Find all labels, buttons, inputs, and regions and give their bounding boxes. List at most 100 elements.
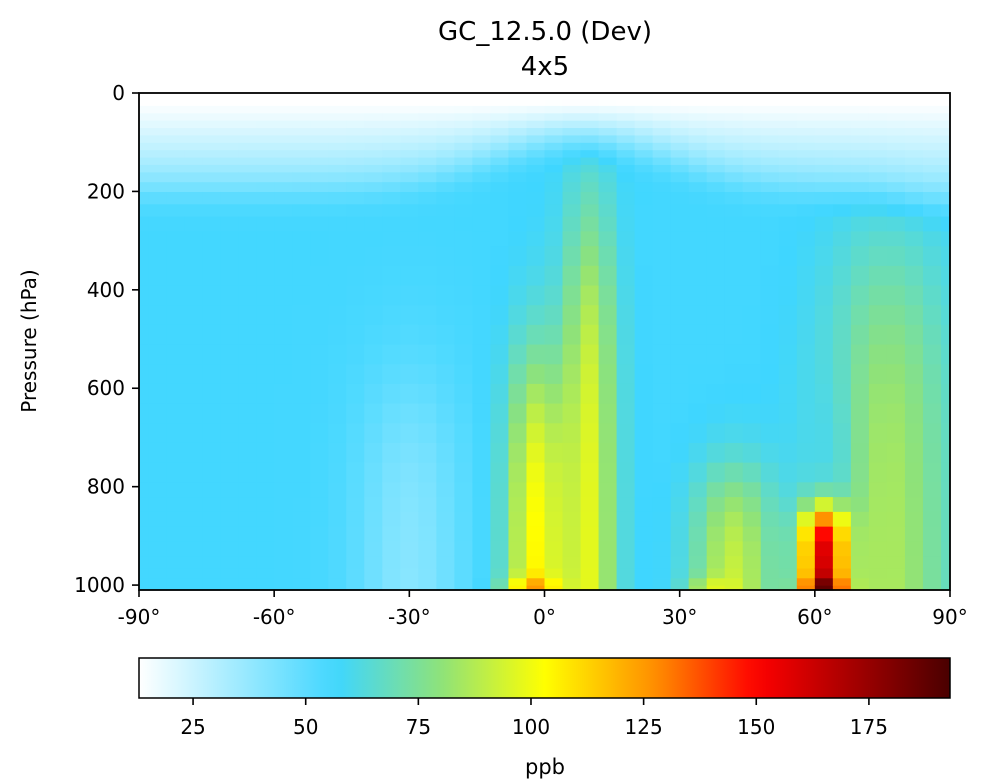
- heatmap-cell: [526, 98, 546, 106]
- heatmap-cell: [598, 164, 618, 173]
- heatmap-cell: [904, 120, 924, 129]
- heatmap-cell: [742, 191, 762, 205]
- heatmap-cell: [400, 191, 419, 205]
- heatmap-cell: [886, 230, 906, 247]
- heatmap-cell: [544, 112, 564, 121]
- heatmap-cell: [616, 422, 636, 443]
- heatmap-cell: [310, 149, 329, 158]
- heatmap-cell: [364, 105, 383, 114]
- heatmap-cell: [814, 164, 834, 173]
- heatmap-cell: [688, 324, 708, 345]
- heatmap-cell: [274, 462, 293, 483]
- heatmap-cell: [832, 98, 852, 106]
- heatmap-cell: [526, 230, 546, 247]
- heatmap-cell: [220, 203, 239, 217]
- heatmap-cell: [616, 181, 636, 193]
- heatmap-cell: [886, 98, 906, 106]
- heatmap-cell: [724, 142, 744, 151]
- heatmap-cell: [328, 481, 347, 498]
- heatmap-cell: [274, 442, 293, 463]
- heatmap-cell: [418, 142, 437, 151]
- heatmap-cell: [796, 164, 816, 173]
- heatmap-cell: [940, 442, 951, 463]
- heatmap-cell: [832, 304, 852, 325]
- heatmap-cell: [382, 511, 401, 527]
- heatmap-cell: [616, 230, 636, 247]
- heatmap-cell: [418, 324, 437, 345]
- heatmap-cell: [148, 127, 167, 136]
- heatmap-cell: [382, 142, 401, 151]
- heatmap-cell: [526, 134, 546, 143]
- heatmap-cell: [364, 585, 383, 591]
- heatmap-cell: [418, 149, 437, 158]
- heatmap-cell: [508, 567, 528, 579]
- heatmap-cell: [256, 93, 275, 100]
- heatmap-cell: [166, 120, 185, 129]
- heatmap-cell: [724, 134, 744, 143]
- heatmap-cell: [832, 191, 852, 205]
- heatmap-cell: [724, 245, 744, 266]
- heatmap-cell: [616, 216, 636, 232]
- heatmap-cell: [778, 105, 798, 114]
- heatmap-cell: [346, 526, 365, 542]
- heatmap-cell: [310, 442, 329, 463]
- heatmap-cell: [202, 265, 221, 286]
- heatmap-cell: [184, 98, 203, 106]
- heatmap-cell: [832, 120, 852, 129]
- heatmap-cell: [670, 112, 690, 121]
- heatmap-cell: [706, 555, 726, 569]
- heatmap-cell: [436, 164, 455, 173]
- heatmap-cell: [490, 142, 510, 151]
- heatmap-cell: [400, 93, 419, 100]
- heatmap-cell: [616, 171, 636, 183]
- heatmap-cell: [202, 181, 221, 193]
- heatmap-cell: [796, 304, 816, 325]
- heatmap-cell: [202, 526, 221, 542]
- heatmap-cell: [310, 164, 329, 173]
- heatmap-cell: [886, 383, 906, 404]
- heatmap-cell: [184, 191, 203, 205]
- heatmap-cell: [364, 156, 383, 165]
- heatmap-cell: [724, 511, 744, 527]
- heatmap-cell: [382, 164, 401, 173]
- heatmap-cell: [472, 245, 492, 266]
- heatmap-cell: [139, 142, 149, 151]
- heatmap-cell: [148, 511, 167, 527]
- heatmap-cell: [202, 462, 221, 483]
- heatmap-cell: [598, 555, 618, 569]
- heatmap-cell: [544, 156, 564, 165]
- heatmap-cell: [436, 98, 455, 106]
- heatmap-cell: [940, 481, 951, 498]
- heatmap-cell: [184, 540, 203, 557]
- heatmap-cell: [904, 149, 924, 158]
- heatmap-cell: [742, 245, 762, 266]
- heatmap-cell: [364, 230, 383, 247]
- heatmap-cell: [508, 540, 528, 557]
- heatmap-cell: [274, 324, 293, 345]
- heatmap-cell: [580, 526, 600, 542]
- heatmap-cell: [904, 181, 924, 193]
- heatmap-cell: [778, 481, 798, 498]
- heatmap-cell: [886, 156, 906, 165]
- heatmap-cell: [796, 171, 816, 183]
- heatmap-cell: [940, 567, 951, 579]
- heatmap-cell: [148, 577, 167, 586]
- heatmap-cell: [364, 112, 383, 121]
- heatmap-cell: [760, 98, 780, 106]
- heatmap-cell: [796, 577, 816, 586]
- heatmap-cell: [904, 511, 924, 527]
- heatmap-cell: [454, 127, 474, 136]
- heatmap-cell: [490, 403, 510, 424]
- heatmap-cell: [796, 567, 816, 579]
- heatmap-cell: [382, 156, 401, 165]
- heatmap-cell: [454, 156, 474, 165]
- heatmap-cell: [292, 284, 311, 306]
- heatmap-cell: [364, 363, 383, 384]
- heatmap-cell: [238, 284, 257, 306]
- heatmap-cell: [742, 567, 762, 579]
- heatmap-cell: [508, 230, 528, 247]
- heatmap-cell: [832, 164, 852, 173]
- heatmap-cell: [778, 191, 798, 205]
- heatmap-cell: [508, 203, 528, 217]
- heatmap-cell: [238, 127, 257, 136]
